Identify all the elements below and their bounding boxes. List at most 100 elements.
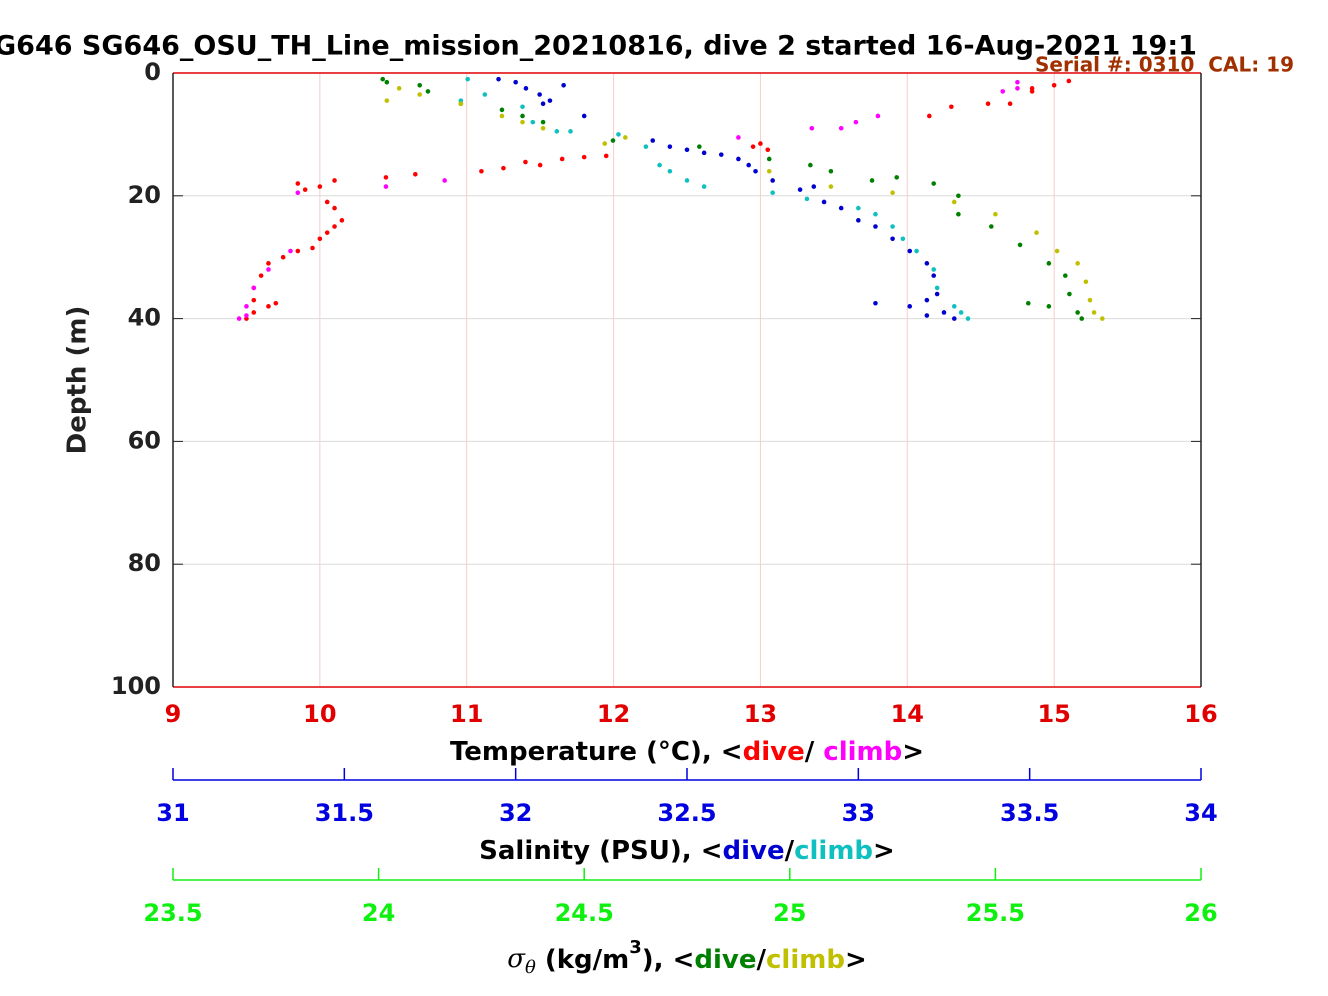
- data-point: [869, 178, 875, 183]
- data-point: [1091, 310, 1097, 315]
- data-point: [900, 236, 906, 242]
- data-point: [554, 129, 560, 134]
- data-point: [288, 248, 293, 254]
- label-text: ), <: [642, 945, 695, 975]
- data-point: [413, 172, 418, 177]
- data-point: [1054, 248, 1060, 254]
- data-point: [540, 125, 546, 131]
- data-point: [931, 181, 937, 186]
- data-point: [520, 113, 525, 119]
- label-text: (kg/m: [536, 945, 629, 975]
- label-text: /: [757, 945, 767, 975]
- x-tick-label: 12: [597, 700, 630, 728]
- data-point: [1075, 261, 1080, 266]
- y-tick-label: 40: [128, 304, 161, 332]
- y-tick-label: 100: [111, 672, 161, 700]
- x-tick-label: 32.5: [657, 799, 716, 827]
- data-point: [907, 304, 913, 309]
- x-tick-label: 34: [1184, 799, 1217, 827]
- data-point: [758, 141, 763, 146]
- data-point: [380, 76, 386, 82]
- data-point: [332, 224, 337, 229]
- x-tick-label: 13: [744, 700, 777, 728]
- x-axis-label: Temperature (°C), <dive/ climb>: [450, 737, 924, 767]
- data-point: [821, 199, 827, 205]
- data-point: [384, 79, 390, 85]
- data-point: [750, 144, 756, 149]
- data-point: [417, 92, 423, 97]
- data-point: [873, 211, 878, 217]
- x-tick-label: 25: [773, 899, 806, 927]
- data-point: [853, 119, 859, 125]
- data-point: [934, 291, 940, 297]
- data-point: [581, 154, 587, 160]
- data-point: [988, 224, 994, 229]
- data-point: [581, 113, 587, 119]
- data-point: [540, 101, 546, 106]
- data-point: [295, 248, 301, 254]
- data-point: [559, 156, 565, 162]
- data-point: [765, 147, 771, 153]
- data-point: [907, 248, 913, 254]
- label-text: /: [785, 836, 795, 866]
- data-point: [317, 236, 323, 242]
- data-point: [537, 162, 543, 168]
- chart-title: G646 SG646_OSU_TH_Line_mission_20210816,…: [0, 31, 1197, 62]
- data-point: [236, 316, 242, 321]
- data-point: [295, 181, 301, 186]
- data-point: [520, 104, 525, 110]
- data-point: [280, 254, 286, 260]
- x-tick-label: 16: [1184, 700, 1217, 728]
- data-point: [332, 178, 337, 183]
- data-point: [530, 119, 536, 125]
- data-point: [383, 175, 389, 180]
- data-point: [697, 144, 702, 149]
- x-tick-label: 24: [362, 899, 395, 927]
- data-point: [965, 316, 971, 321]
- data-point: [766, 156, 772, 162]
- label-text: >: [845, 945, 867, 975]
- data-point: [1083, 279, 1089, 285]
- legend-climb: climb: [766, 945, 845, 975]
- data-point: [442, 178, 447, 183]
- data-point: [458, 101, 464, 106]
- data-point: [894, 175, 900, 180]
- data-point: [949, 104, 954, 110]
- label-text: /: [805, 737, 824, 767]
- data-point: [1034, 230, 1039, 235]
- data-point: [934, 285, 940, 291]
- data-point: [956, 211, 961, 217]
- x-axis-label: σθ (kg/m3), <dive/climb>: [507, 937, 867, 978]
- data-point: [856, 205, 861, 211]
- data-point: [951, 304, 957, 309]
- y-tick-label: 20: [128, 181, 161, 209]
- data-point: [425, 89, 431, 94]
- data-point: [501, 165, 506, 171]
- data-point: [804, 196, 810, 202]
- data-point: [657, 162, 662, 168]
- data-point: [985, 101, 991, 106]
- data-point: [736, 135, 741, 140]
- label-text: >: [873, 836, 895, 866]
- x-tick-label: 25.5: [966, 899, 1025, 927]
- data-point: [753, 168, 758, 174]
- data-point: [266, 267, 271, 272]
- data-point: [875, 113, 881, 119]
- x-tick-label: 33.5: [1000, 799, 1059, 827]
- data-point: [1100, 316, 1105, 321]
- data-point: [1063, 273, 1068, 278]
- legend-dive: dive: [722, 836, 784, 866]
- data-point: [1066, 78, 1072, 84]
- data-point: [623, 135, 628, 140]
- data-point: [701, 184, 707, 189]
- label-text: Temperature (°C), <: [450, 737, 743, 767]
- data-point: [797, 187, 803, 192]
- x-tick-label: 9: [165, 700, 182, 728]
- data-point: [317, 184, 323, 189]
- data-point: [1075, 310, 1080, 315]
- y-tick-label: 60: [128, 426, 161, 454]
- data-point: [1087, 297, 1093, 303]
- data-point: [746, 162, 751, 168]
- data-point: [951, 316, 957, 321]
- legend-dive: dive: [694, 945, 756, 975]
